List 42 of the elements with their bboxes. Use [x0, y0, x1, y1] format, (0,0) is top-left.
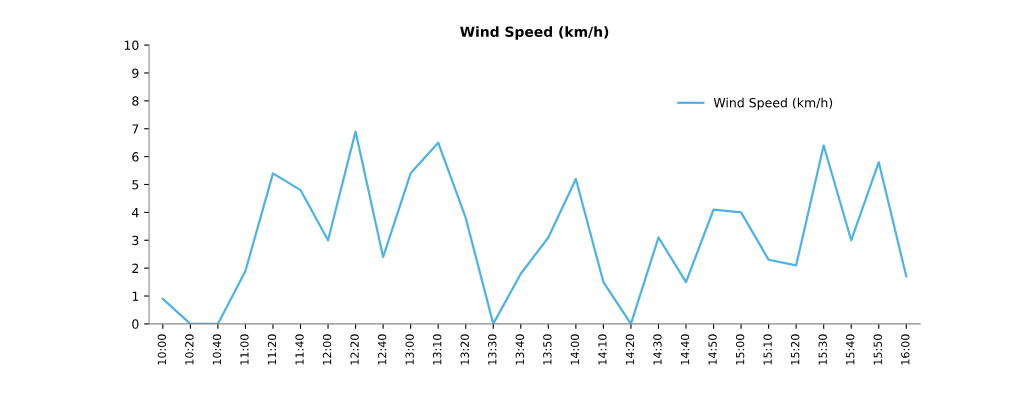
x-tick-label: 15:50: [873, 334, 882, 365]
chart-title: Wind Speed (km/h): [460, 26, 609, 40]
x-tick-label: 14:50: [708, 334, 717, 365]
y-tick-label: 6: [132, 152, 139, 162]
x-tick-label: 14:10: [598, 334, 607, 365]
y-tick-label: 5: [132, 180, 139, 190]
y-tick-label: 10: [124, 40, 139, 51]
line-series: [161, 130, 908, 324]
y-tick-label: 3: [132, 235, 139, 246]
x-tick-label: 13:00: [405, 334, 414, 365]
x-tick-label: 11:00: [240, 334, 249, 365]
x-tick-label: 13:10: [433, 334, 442, 365]
x-tick-label: 13:40: [515, 334, 525, 365]
x-tick-label: 10:00: [157, 334, 167, 365]
y-tick-label: 4: [132, 208, 139, 218]
x-tick-label: 14:20: [625, 334, 635, 365]
x-tick-label: 16:00: [901, 334, 910, 365]
x-tick-label: 14:00: [570, 334, 580, 365]
x-tick-label: 10:40: [212, 334, 222, 365]
x-tick-label: 13:30: [488, 334, 497, 365]
x-tick-label: 14:30: [653, 334, 662, 365]
x-tick-label: 15:00: [735, 334, 745, 365]
x-tick-label: 15:10: [763, 334, 772, 365]
x-tick-label: 11:20: [267, 334, 277, 365]
x-tick-label: 15:30: [818, 334, 827, 365]
y-tick-label: 7: [132, 124, 139, 134]
x-tick-label: 14:40: [680, 334, 690, 365]
legend-label: Wind Speed (km/h): [713, 97, 833, 110]
x-tick-label: 13:20: [460, 334, 469, 365]
x-tick-label: 11:40: [295, 334, 304, 365]
x-tick-label: 12:20: [350, 334, 359, 365]
x-tick-label: 12:00: [322, 334, 332, 365]
x-tick-label: 10:20: [185, 334, 194, 365]
y-tick-label: 0: [132, 319, 139, 329]
y-tick-label: 9: [132, 68, 139, 78]
x-tick-label: 13:50: [543, 334, 552, 365]
y-tick-label: 8: [132, 96, 139, 106]
y-tick-label: 2: [132, 263, 139, 273]
x-tick-label: 12:40: [377, 334, 387, 365]
x-tick-label: 15:40: [846, 334, 855, 365]
x-tick-label: 15:20: [790, 334, 800, 365]
y-tick-label: 1: [132, 291, 139, 301]
